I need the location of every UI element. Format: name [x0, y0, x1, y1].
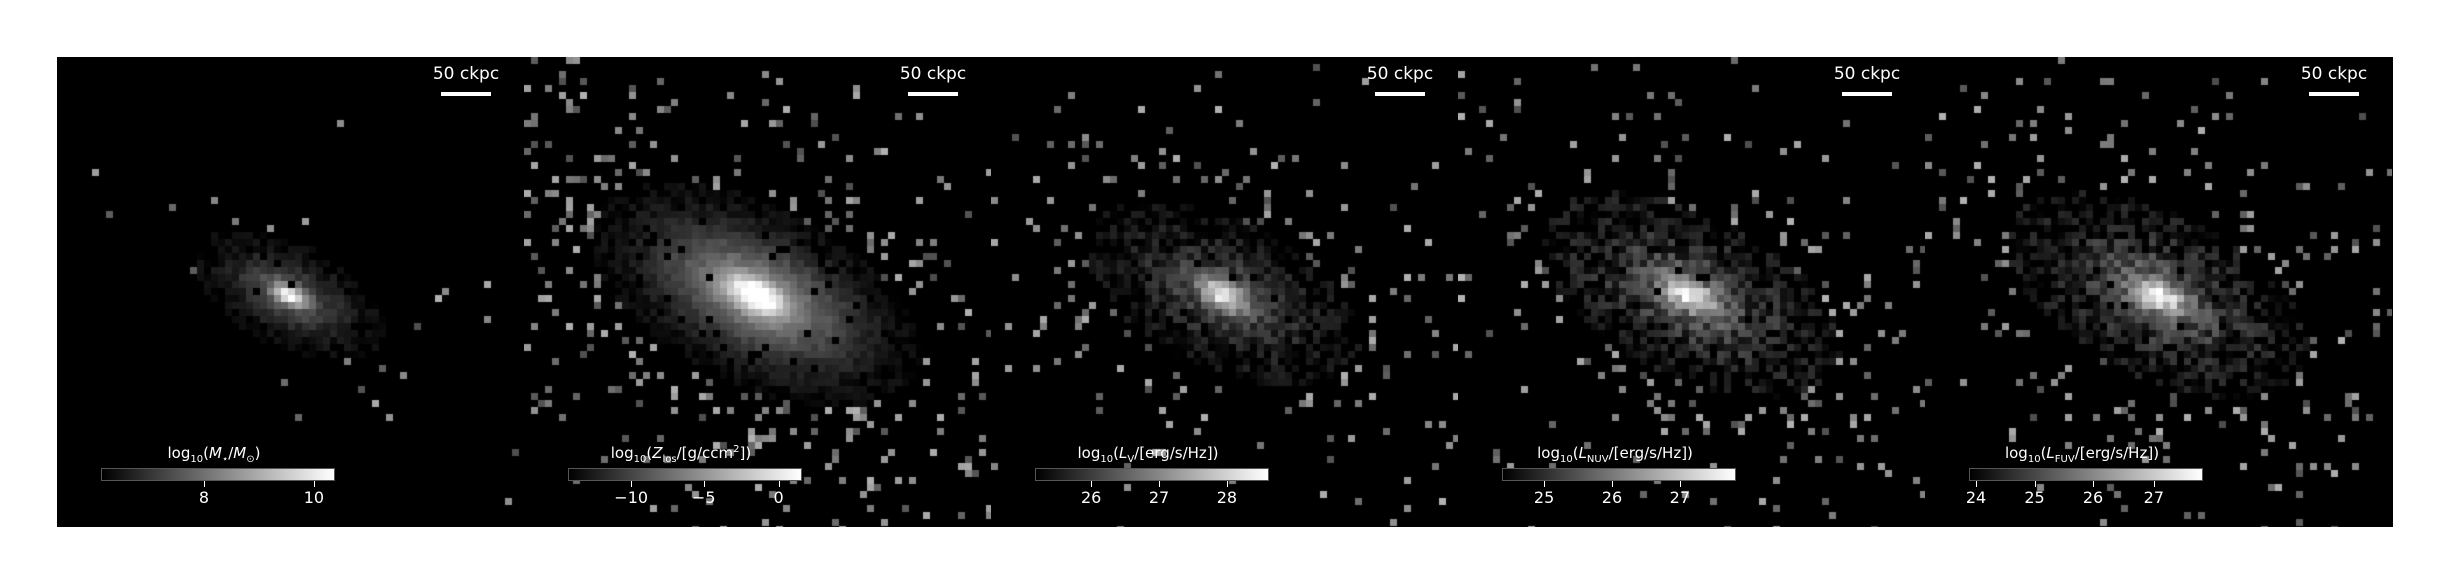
colorbar-tick-label: 24: [1965, 488, 1987, 507]
colorbar-tick-label: 10: [303, 488, 325, 507]
colorbar-tick: [2034, 481, 2036, 487]
colorbar-tick: [2153, 481, 2155, 487]
colorbar-tick-label: 27: [2143, 488, 2165, 507]
colorbar-tick: [778, 481, 780, 487]
galaxy-map-lum-fuv: [1925, 57, 2392, 527]
scalebar-label: 50 ckpc: [1366, 64, 1434, 84]
colorbar: [1035, 468, 1269, 481]
colorbar: [568, 468, 802, 481]
colorbar-tick: [1976, 481, 1978, 487]
colorbar-label: log10(Zlos/[g/ccm2]): [610, 444, 752, 465]
colorbar-tick: [2093, 481, 2095, 487]
panel-lum-nuv: 50 ckpc log10(LNUV/[erg/s/Hz]) 25 26 27: [1458, 57, 1925, 527]
colorbar-tick: [313, 481, 315, 487]
colorbar-label: log10(LV/[erg/s/Hz]): [1077, 444, 1219, 465]
colorbar-tick: [203, 481, 205, 487]
colorbar-tick-label: 28: [1216, 488, 1238, 507]
galaxy-map-lum-v: [991, 57, 1458, 527]
colorbar-tick-label: 25: [2024, 488, 2045, 507]
colorbar-tick: [1544, 481, 1546, 487]
colorbar-tick-label: 26: [1080, 488, 1102, 507]
colorbar-tick: [1611, 481, 1613, 487]
colorbar-tick: [1679, 481, 1681, 487]
colorbar-tick-label: 27: [1148, 488, 1170, 507]
colorbar-tick-label: 26: [2082, 488, 2104, 507]
panel-metallicity: 50 ckpc log10(Zlos/[g/ccm2]) −10 −5 0: [524, 57, 991, 527]
colorbar-tick-label: 26: [1601, 488, 1623, 507]
colorbar-label: log10(LNUV/[erg/s/Hz]): [1537, 444, 1693, 465]
colorbar-tick-label: 25: [1533, 488, 1555, 507]
galaxy-map-stellar-mass: [57, 57, 524, 527]
panel-lum-fuv: 50 ckpc log10(LFUV/[erg/s/Hz]) 24 25 26 27: [1925, 57, 2392, 527]
panel-lum-v: 50 ckpc log10(LV/[erg/s/Hz]) 26 27 28: [991, 57, 1458, 527]
colorbar: [1502, 468, 1736, 481]
colorbar-tick: [703, 481, 705, 487]
scalebar-line: [908, 92, 958, 96]
colorbar-tick-label: 27: [1669, 488, 1690, 507]
colorbar-tick: [1226, 481, 1228, 487]
colorbar-tick: [631, 481, 633, 487]
colorbar: [1969, 468, 2203, 481]
colorbar-tick-label: 0: [773, 488, 784, 507]
colorbar-tick-label: 8: [198, 488, 210, 507]
scalebar-label: 50 ckpc: [899, 64, 967, 84]
colorbar: [101, 468, 335, 481]
galaxy-map-lum-nuv: [1458, 57, 1925, 527]
image-strip: 50 ckpc log10(M⋆/M⊙) 8 10 50 ckpc log10(Zlos/…: [57, 57, 2393, 527]
colorbar-label: log10(LFUV/[erg/s/Hz]): [2004, 444, 2160, 465]
scalebar-line: [441, 92, 491, 96]
scalebar-label: 50 ckpc: [2300, 64, 2368, 84]
colorbar-tick: [1159, 481, 1161, 487]
scalebar-line: [1842, 92, 1892, 96]
colorbar-label: log10(M⋆/M⊙): [167, 444, 261, 465]
scalebar-line: [1375, 92, 1425, 96]
colorbar-tick: [1091, 481, 1093, 487]
scalebar-line: [2309, 92, 2359, 96]
colorbar-tick-label: −10: [614, 488, 649, 507]
scalebar-label: 50 ckpc: [432, 64, 500, 84]
scalebar-label: 50 ckpc: [1833, 64, 1901, 84]
galaxy-map-metallicity: [524, 57, 991, 527]
colorbar-tick-label: −5: [691, 488, 716, 507]
panel-stellar-mass: 50 ckpc log10(M⋆/M⊙) 8 10: [57, 57, 524, 527]
